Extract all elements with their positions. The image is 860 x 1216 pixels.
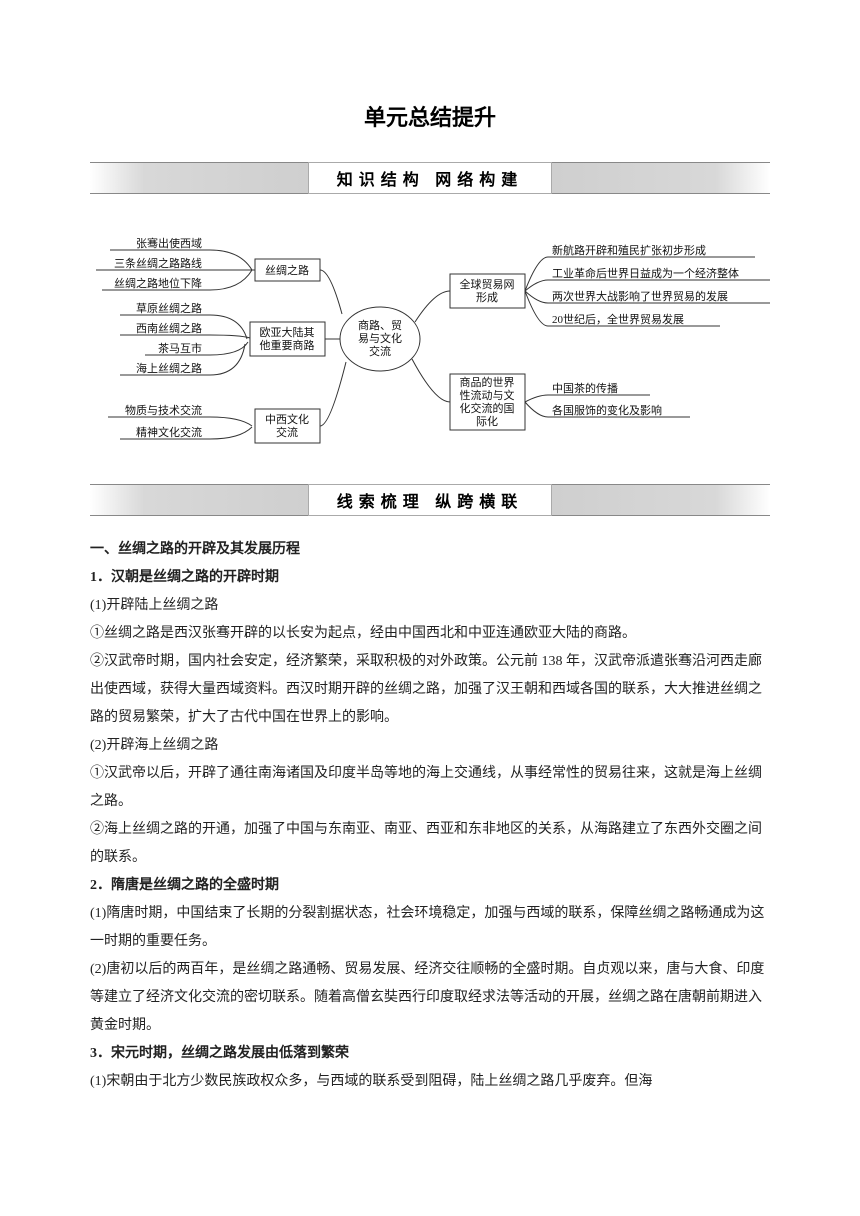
- svg-text:西南丝绸之路: 西南丝绸之路: [136, 321, 202, 335]
- rn2d: 际化: [476, 414, 498, 428]
- s1-2b: ②海上丝绸之路的开通，加强了中国与东南亚、南亚、西亚和东非地区的关系，从海路建立…: [90, 816, 770, 872]
- svg-text:物质与技术交流: 物质与技术交流: [125, 403, 202, 417]
- s3: 3．宋元时期，丝绸之路发展由低落到繁荣: [90, 1040, 770, 1068]
- h1: 一、丝绸之路的开辟及其发展历程: [90, 536, 770, 564]
- svg-text:三条丝绸之路路线: 三条丝绸之路路线: [114, 256, 202, 270]
- s1-1a: ①丝绸之路是西汉张骞开辟的以长安为起点，经由中国西北和中亚连通欧亚大陆的商路。: [90, 620, 770, 648]
- svg-text:丝绸之路地位下降: 丝绸之路地位下降: [114, 276, 202, 290]
- ln3b: 交流: [276, 425, 298, 439]
- svg-text:海上丝绸之路: 海上丝绸之路: [136, 361, 202, 375]
- ln2a: 欧亚大陆其: [260, 325, 315, 339]
- s1-1b: ②汉武帝时期，国内社会安定，经济繁荣，采取积极的对外政策。公元前 138 年，汉…: [90, 648, 770, 732]
- s2-1: (1)隋唐时期，中国结束了长期的分裂割据状态，社会环境稳定，加强与西域的联系，保…: [90, 900, 770, 956]
- center-l1: 商路、贸: [358, 318, 402, 332]
- svg-text:精神文化交流: 精神文化交流: [136, 425, 202, 439]
- right-g1: 新航路开辟和殖民扩张初步形成 工业革命后世界日益成为一个经济整体 两次世界大战影…: [525, 243, 770, 326]
- right-g2: 中国茶的传播 各国服饰的变化及影响: [525, 381, 690, 417]
- center-l2: 易与文化: [358, 331, 402, 345]
- ln3a: 中西文化: [265, 412, 309, 426]
- banner-clue: 线索梳理 纵跨横联: [90, 484, 770, 516]
- ln2b: 他重要商路: [260, 338, 315, 352]
- s1-1: (1)开辟陆上丝绸之路: [90, 592, 770, 620]
- s1: 1．汉朝是丝绸之路的开辟时期: [90, 564, 770, 592]
- svg-text:工业革命后世界日益成为一个经济整体: 工业革命后世界日益成为一个经济整体: [552, 266, 739, 280]
- s1-2: (2)开辟海上丝绸之路: [90, 732, 770, 760]
- text-content: 一、丝绸之路的开辟及其发展历程 1．汉朝是丝绸之路的开辟时期 (1)开辟陆上丝绸…: [90, 536, 770, 1096]
- svg-text:20世纪后，全世界贸易发展: 20世纪后，全世界贸易发展: [552, 312, 684, 326]
- s2-2: (2)唐初以后的两百年，是丝绸之路通畅、贸易发展、经济交往顺畅的全盛时期。自贞观…: [90, 956, 770, 1040]
- left-g1: 张骞出使西域 三条丝绸之路路线 丝绸之路地位下降: [96, 236, 255, 290]
- svg-text:张骞出使西域: 张骞出使西域: [136, 236, 202, 250]
- banner-knowledge: 知识结构 网络构建: [90, 162, 770, 194]
- s1-2a: ①汉武帝以后，开辟了通往南海诸国及印度半岛等地的海上交通线，从事经常性的贸易往来…: [90, 760, 770, 816]
- s2: 2．隋唐是丝绸之路的全盛时期: [90, 872, 770, 900]
- ln1: 丝绸之路: [265, 263, 309, 277]
- center-l3: 交流: [369, 344, 391, 358]
- concept-diagram: 商路、贸 易与文化 交流 丝绸之路 欧亚大陆其 他重要商路 中西文化 交流 张骞…: [90, 214, 770, 464]
- svg-text:中国茶的传播: 中国茶的传播: [552, 381, 618, 395]
- banner-knowledge-text: 知识结构 网络构建: [308, 162, 552, 194]
- rn2b: 性流动与文: [460, 388, 515, 402]
- rn1b: 形成: [476, 291, 498, 304]
- svg-text:两次世界大战影响了世界贸易的发展: 两次世界大战影响了世界贸易的发展: [552, 289, 728, 303]
- svg-text:茶马互市: 茶马互市: [158, 341, 202, 355]
- svg-text:新航路开辟和殖民扩张初步形成: 新航路开辟和殖民扩张初步形成: [552, 243, 706, 257]
- banner-clue-text: 线索梳理 纵跨横联: [308, 484, 552, 516]
- rn2a: 商品的世界: [460, 375, 515, 389]
- page-title: 单元总结提升: [90, 100, 770, 132]
- rn2c: 化交流的国: [460, 401, 515, 415]
- s3-1: (1)宋朝由于北方少数民族政权众多，与西域的联系受到阻碍，陆上丝绸之路几乎废弃。…: [90, 1068, 770, 1096]
- svg-text:各国服饰的变化及影响: 各国服饰的变化及影响: [552, 403, 662, 417]
- left-g2: 草原丝绸之路 西南丝绸之路 茶马互市 海上丝绸之路: [120, 301, 250, 375]
- left-g3: 物质与技术交流 精神文化交流: [108, 403, 252, 439]
- rn1a: 全球贸易网: [460, 277, 515, 291]
- svg-text:草原丝绸之路: 草原丝绸之路: [136, 301, 202, 315]
